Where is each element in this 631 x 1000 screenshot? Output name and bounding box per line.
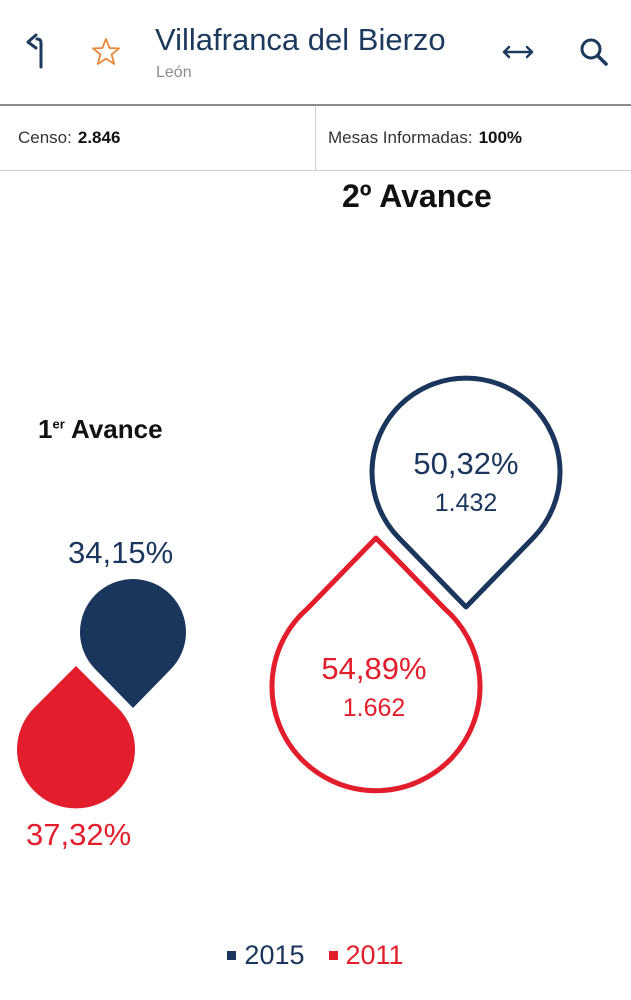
page-subtitle: León: [156, 64, 192, 81]
back-button[interactable]: [18, 30, 58, 74]
star-icon: [92, 38, 120, 65]
expand-button[interactable]: [496, 34, 540, 70]
legend-swatch-2015: [227, 951, 237, 960]
censo-label: Censo:: [18, 128, 72, 147]
legend-label-2011: 2011: [345, 940, 404, 970]
avance2-2011-percent: 54,89%: [321, 651, 427, 686]
avance2-2015-percent: 50,32%: [413, 446, 519, 481]
back-icon: [26, 33, 43, 69]
avance1-2011-drop: [16, 666, 135, 809]
app-header: Villafranca del Bierzo León: [0, 0, 631, 106]
avance1-title-text: Avance: [71, 414, 163, 444]
avance1-2015-drop: [80, 579, 186, 708]
stats-bar: Censo: 2.846 Mesas Informadas: 100%: [0, 106, 631, 171]
header-divider: [0, 104, 631, 106]
search-button[interactable]: [572, 32, 616, 72]
mesas-label: Mesas Informadas:: [328, 128, 473, 147]
legend-item-2015: 2015: [227, 940, 305, 971]
avance2-2011-votes: 1.662: [342, 694, 406, 722]
avance1-title-num: 1: [38, 414, 53, 444]
legend-label-2015: 2015: [244, 940, 305, 970]
avance1-2015-percent: 34,15%: [68, 535, 174, 570]
legend: 2015 2011: [0, 940, 631, 971]
page-title: Villafranca del Bierzo: [155, 22, 446, 57]
avance1-title-sup: er: [52, 416, 65, 432]
favorite-button[interactable]: [86, 32, 126, 72]
avance2-2015-drop: [369, 375, 563, 610]
avance1-2011-percent: 37,32%: [26, 817, 132, 852]
censo-stat: Censo: 2.846: [18, 106, 120, 170]
mesas-value: 100%: [478, 128, 523, 147]
avance2-2015-votes: 1.432: [434, 489, 498, 517]
avance2-2011-drop: [269, 535, 483, 794]
avance2-title: 2º Avance: [342, 178, 492, 214]
stats-divider: [315, 106, 316, 170]
censo-value: 2.846: [77, 128, 121, 147]
avance1-title: 1er Avance: [38, 414, 163, 445]
expand-icon: [502, 45, 534, 59]
search-icon: [580, 38, 608, 66]
legend-swatch-2011: [328, 951, 338, 960]
legend-item-2011: 2011: [328, 940, 404, 971]
mesas-stat: Mesas Informadas: 100%: [328, 106, 522, 170]
